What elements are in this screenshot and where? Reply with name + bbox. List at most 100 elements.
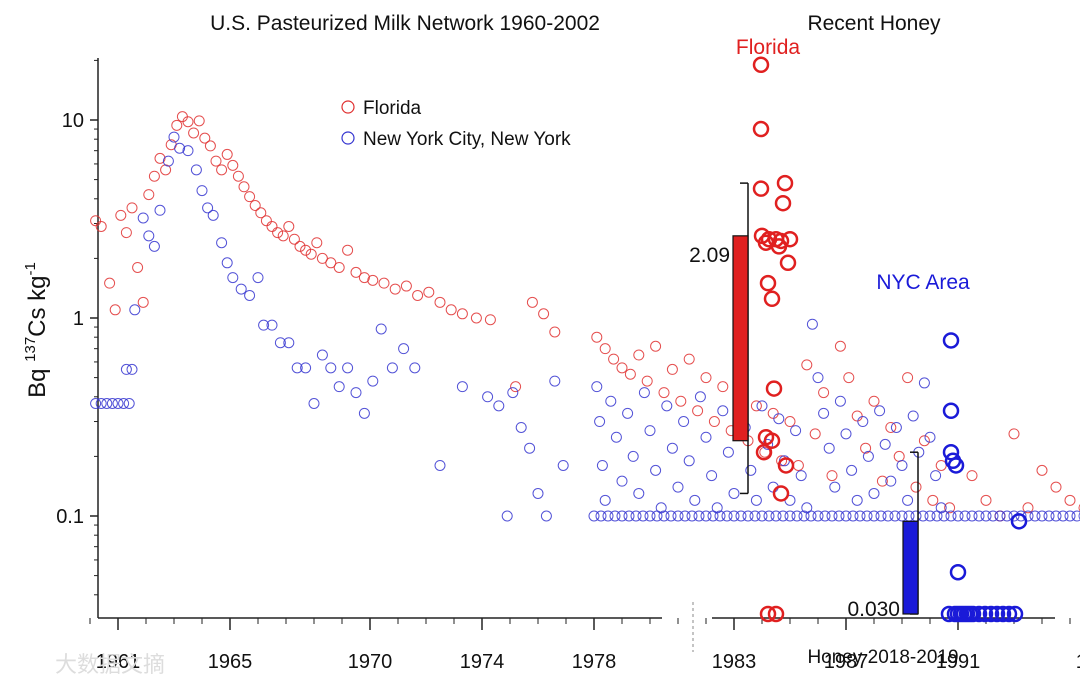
honey-mean-label-nyc: 0.030 xyxy=(847,598,900,621)
milk-point-florida xyxy=(188,127,200,139)
milk-point-nyc xyxy=(221,257,233,269)
milk-point-nyc-floor xyxy=(616,510,628,522)
honey-point-florida xyxy=(767,605,785,623)
milk-point-nyc xyxy=(148,240,160,252)
milk-point-nyc xyxy=(829,481,841,493)
honey-point-florida xyxy=(779,254,797,272)
milk-point-nyc-floor xyxy=(847,510,859,522)
milk-point-florida xyxy=(115,209,127,221)
milk-point-nyc-floor xyxy=(826,510,838,522)
milk-point-florida xyxy=(885,421,897,433)
milk-point-florida xyxy=(826,470,838,482)
milk-point-nyc-floor xyxy=(791,510,803,522)
milk-point-nyc xyxy=(885,475,897,487)
x-tick-label: 1983 xyxy=(712,651,757,673)
milk-point-nyc xyxy=(890,421,902,433)
milk-point-nyc-floor xyxy=(777,510,789,522)
milk-point-nyc xyxy=(846,464,858,476)
milk-point-nyc xyxy=(207,209,219,221)
milk-point-nyc xyxy=(596,459,608,471)
milk-point-nyc xyxy=(599,494,611,506)
milk-point-florida xyxy=(801,359,813,371)
milk-point-nyc xyxy=(868,487,880,499)
milk-point-florida xyxy=(1036,464,1048,476)
milk-point-florida xyxy=(182,116,194,128)
milk-point-florida xyxy=(792,459,804,471)
milk-point-nyc xyxy=(106,397,118,409)
milk-point-nyc xyxy=(862,450,874,462)
milk-point-nyc xyxy=(501,510,513,522)
milk-chart-title: U.S. Pasteurized Milk Network 1960-2002 xyxy=(210,12,600,35)
milk-point-nyc-floor xyxy=(833,510,845,522)
y-axis-label-sup2: -1 xyxy=(22,262,39,275)
milk-point-nyc-floor xyxy=(644,510,656,522)
milk-point-florida xyxy=(658,387,670,399)
honey-point-nyc xyxy=(942,402,960,420)
milk-point-nyc-floor xyxy=(1057,510,1069,522)
milk-point-florida xyxy=(1050,481,1062,493)
honey-bar-florida xyxy=(732,235,749,442)
milk-point-nyc xyxy=(196,185,208,197)
milk-point-florida xyxy=(918,435,930,447)
honey-point-nyc xyxy=(1010,513,1028,530)
milk-point-nyc-floor xyxy=(595,510,607,522)
milk-point-nyc-floor xyxy=(770,510,782,522)
milk-point-florida xyxy=(750,400,762,412)
milk-point-nyc-floor xyxy=(987,510,999,522)
milk-point-florida xyxy=(358,272,370,284)
honey-point-nyc xyxy=(949,563,967,581)
milk-point-nyc-floor xyxy=(896,510,908,522)
milk-point-nyc xyxy=(694,391,706,403)
milk-point-florida xyxy=(445,304,457,316)
milk-point-florida xyxy=(378,277,390,289)
milk-point-florida xyxy=(216,164,228,176)
milk-point-florida xyxy=(434,296,446,308)
milk-point-florida xyxy=(1022,502,1034,514)
milk-point-florida xyxy=(893,450,905,462)
milk-point-nyc xyxy=(594,416,606,428)
milk-point-florida xyxy=(255,207,267,219)
milk-point-nyc xyxy=(857,416,869,428)
milk-point-florida xyxy=(1064,494,1076,506)
milk-point-nyc-floor xyxy=(658,510,670,522)
milk-point-nyc xyxy=(90,397,102,409)
milk-point-florida xyxy=(675,395,687,407)
milk-scatter-points xyxy=(90,111,1080,522)
milk-point-nyc xyxy=(524,442,536,454)
honey-point-nyc xyxy=(1006,605,1024,623)
milk-point-nyc xyxy=(112,397,124,409)
milk-point-nyc xyxy=(137,212,149,224)
milk-point-florida xyxy=(238,181,250,193)
milk-point-florida xyxy=(221,148,233,160)
milk-point-nyc xyxy=(126,363,138,375)
x-tick-label: 1970 xyxy=(348,651,393,673)
milk-point-nyc-floor xyxy=(959,510,971,522)
milk-point-nyc xyxy=(202,202,214,214)
milk-point-florida xyxy=(367,274,379,286)
milk-point-nyc xyxy=(266,319,278,331)
milk-point-nyc xyxy=(386,362,398,374)
honey-point-nyc xyxy=(942,332,960,349)
milk-panel: U.S. Pasteurized Milk Network 1960-2002 … xyxy=(22,12,1080,673)
milk-point-nyc xyxy=(616,475,628,487)
milk-point-nyc-floor xyxy=(980,510,992,522)
milk-point-florida xyxy=(137,296,149,308)
milk-point-nyc xyxy=(638,387,650,399)
milk-point-florida xyxy=(423,286,435,298)
honey-point-florida xyxy=(752,180,770,197)
milk-point-nyc xyxy=(622,407,634,419)
x-tick-label: 1991 xyxy=(936,651,981,673)
milk-point-nyc-floor xyxy=(994,510,1006,522)
milk-point-nyc-floor xyxy=(700,510,712,522)
milk-point-florida xyxy=(350,266,362,278)
milk-point-nyc xyxy=(174,142,186,154)
milk-point-nyc xyxy=(896,459,908,471)
milk-point-nyc-floor xyxy=(1008,510,1020,522)
milk-point-florida xyxy=(412,289,424,301)
milk-point-nyc xyxy=(902,494,914,506)
milk-point-nyc-floor xyxy=(861,510,873,522)
milk-point-nyc-floor xyxy=(749,510,761,522)
milk-point-nyc-floor xyxy=(938,510,950,522)
milk-point-nyc-floor xyxy=(875,510,887,522)
milk-point-florida xyxy=(210,155,222,167)
